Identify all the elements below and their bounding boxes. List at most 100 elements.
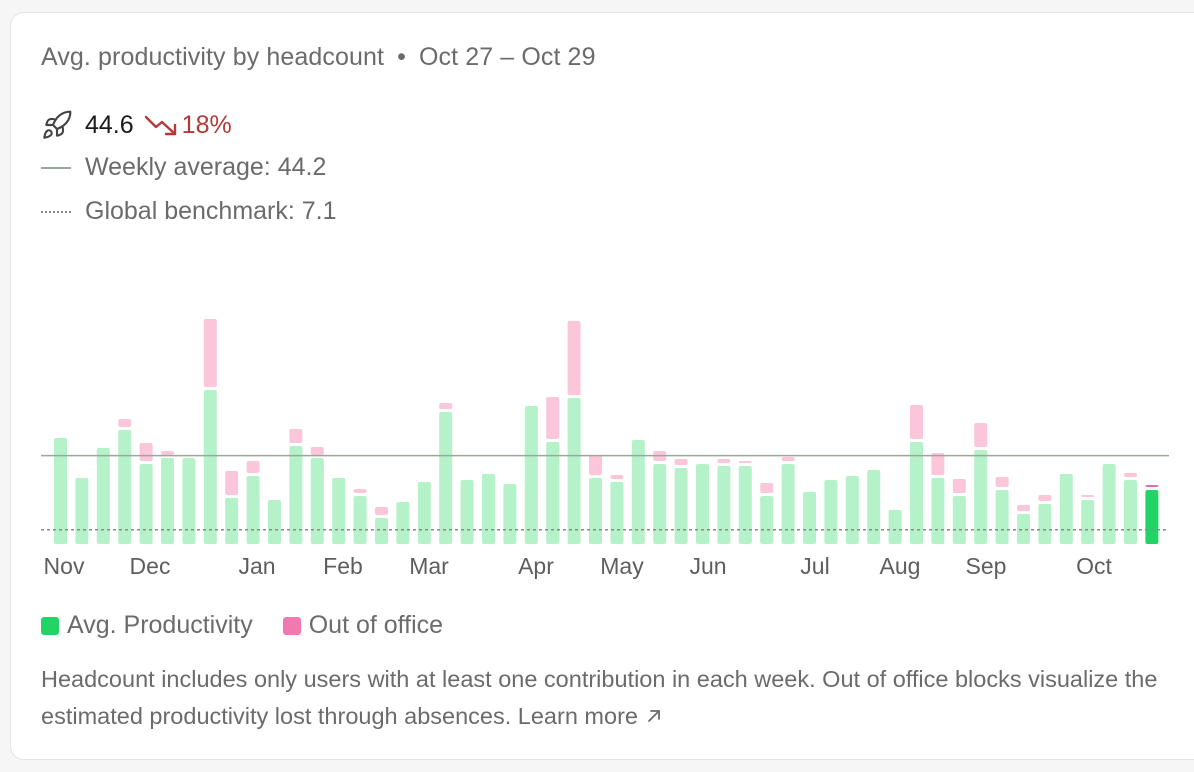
dotted-line-swatch [41, 210, 71, 213]
productivity-bar [931, 478, 945, 544]
ooo-bar [1124, 473, 1137, 477]
ooo-bar [995, 477, 1009, 487]
arrow-up-right-icon [646, 698, 662, 735]
productivity-bar [460, 480, 474, 544]
productivity-bar [417, 482, 431, 544]
ooo-bar [781, 457, 795, 461]
kpi-value: 44.6 [85, 110, 134, 139]
ooo-bar [738, 461, 752, 463]
x-tick-label: Oct [1076, 553, 1112, 579]
productivity-bar [332, 478, 346, 544]
legend-item-productivity[interactable]: Avg. Productivity [41, 611, 253, 640]
productivity-bar [781, 464, 795, 544]
global-benchmark-legend: Global benchmark: 7.1 [41, 197, 337, 226]
x-tick-label: Feb [323, 553, 363, 579]
productivity-bar [182, 458, 196, 544]
productivity-bar [867, 470, 881, 544]
productivity-bar [439, 412, 453, 544]
productivity-bar [54, 438, 67, 544]
productivity-bar [1102, 464, 1116, 544]
ooo-bar [674, 459, 688, 465]
productivity-bar [225, 498, 239, 544]
ooo-bar [246, 461, 260, 473]
footnote: Headcount includes only users with at le… [41, 661, 1171, 735]
rocket-icon [41, 109, 73, 141]
x-tick-label: Mar [409, 553, 449, 579]
date-range: Oct 27 – Oct 29 [418, 43, 596, 71]
productivity-bar [589, 478, 602, 544]
x-tick-label: May [600, 553, 644, 579]
productivity-bar [1081, 500, 1095, 544]
x-tick-label: Nov [44, 553, 85, 579]
learn-more-label: Learn more [517, 703, 638, 729]
x-tick-label: Apr [518, 553, 554, 579]
weekly-average-legend: Weekly average: 44.2 [41, 153, 326, 182]
productivity-bar [845, 476, 859, 544]
ooo-bar [203, 319, 217, 387]
ooo-bar [760, 483, 774, 493]
productivity-bar [139, 464, 153, 544]
productivity-bar [482, 474, 495, 544]
productivity-bar [910, 442, 923, 544]
ooo-bar [289, 429, 303, 443]
kpi-change: 18% [181, 110, 232, 139]
productivity-bar [952, 496, 966, 544]
ooo-bar [1145, 485, 1159, 487]
ooo-bar [546, 397, 560, 439]
productivity-bar [717, 466, 731, 544]
ooo-bar [225, 471, 239, 495]
ooo-bar [1017, 505, 1030, 511]
productivity-bar [375, 518, 388, 544]
trending-down-icon [144, 112, 178, 138]
x-tick-label: Dec [130, 553, 171, 579]
productivity-bar [289, 446, 303, 544]
productivity-bar [653, 464, 667, 544]
chart-title: Avg. productivity by headcount • Oct 27 … [41, 43, 596, 72]
ooo-bar [161, 451, 174, 455]
productivity-bar [1124, 480, 1137, 544]
productivity-bar [396, 502, 410, 544]
ooo-bar [567, 321, 581, 395]
legend-label-productivity: Avg. Productivity [67, 611, 253, 639]
legend-item-ooo[interactable]: Out of office [282, 611, 444, 640]
x-tick-label: Sep [966, 553, 1007, 579]
legend-label-ooo: Out of office [308, 611, 444, 639]
ooo-bar [610, 475, 624, 479]
productivity-bar [1038, 504, 1052, 544]
productivity-bar [824, 480, 838, 544]
title-text: Avg. productivity by headcount [41, 43, 385, 71]
weekly-average-label: Weekly average: 44.2 [85, 153, 327, 181]
ooo-bar [139, 443, 153, 461]
series-legend: Avg. Productivity Out of office [41, 611, 473, 640]
productivity-bar [268, 500, 281, 544]
ooo-bar [952, 479, 966, 493]
productivity-bar [888, 510, 902, 544]
productivity-bar [610, 482, 624, 544]
productivity-bar [1059, 474, 1073, 544]
productivity-bar [760, 496, 774, 544]
productivity-bar [310, 458, 324, 544]
title-separator: • [397, 43, 406, 71]
x-tick-label: Aug [880, 553, 921, 579]
productivity-bar [803, 492, 816, 544]
productivity-bar [696, 464, 709, 544]
productivity-bar [995, 490, 1009, 544]
ooo-bar [910, 405, 923, 439]
productivity-bar [567, 398, 581, 544]
productivity-bar [96, 448, 110, 544]
x-tick-label: Jul [800, 553, 829, 579]
productivity-bar [974, 450, 988, 544]
solid-line-swatch [41, 166, 71, 169]
learn-more-link[interactable]: Learn more [518, 703, 662, 729]
productivity-bar [203, 390, 217, 544]
ooo-bar [1038, 495, 1052, 501]
productivity-bar [1145, 490, 1159, 544]
productivity-bar [246, 476, 260, 544]
productivity-bar [353, 496, 367, 544]
footnote-text: Headcount includes only users with at le… [41, 666, 1158, 729]
bar-chart: Nov Dec Jan Feb Mar Apr May Jun Jul Aug Sep Oct [41, 319, 1169, 579]
kpi-row: 44.6 18% [41, 109, 232, 141]
x-tick-label: Jan [238, 553, 275, 579]
ooo-bar [310, 447, 324, 455]
ooo-bar [375, 507, 388, 515]
